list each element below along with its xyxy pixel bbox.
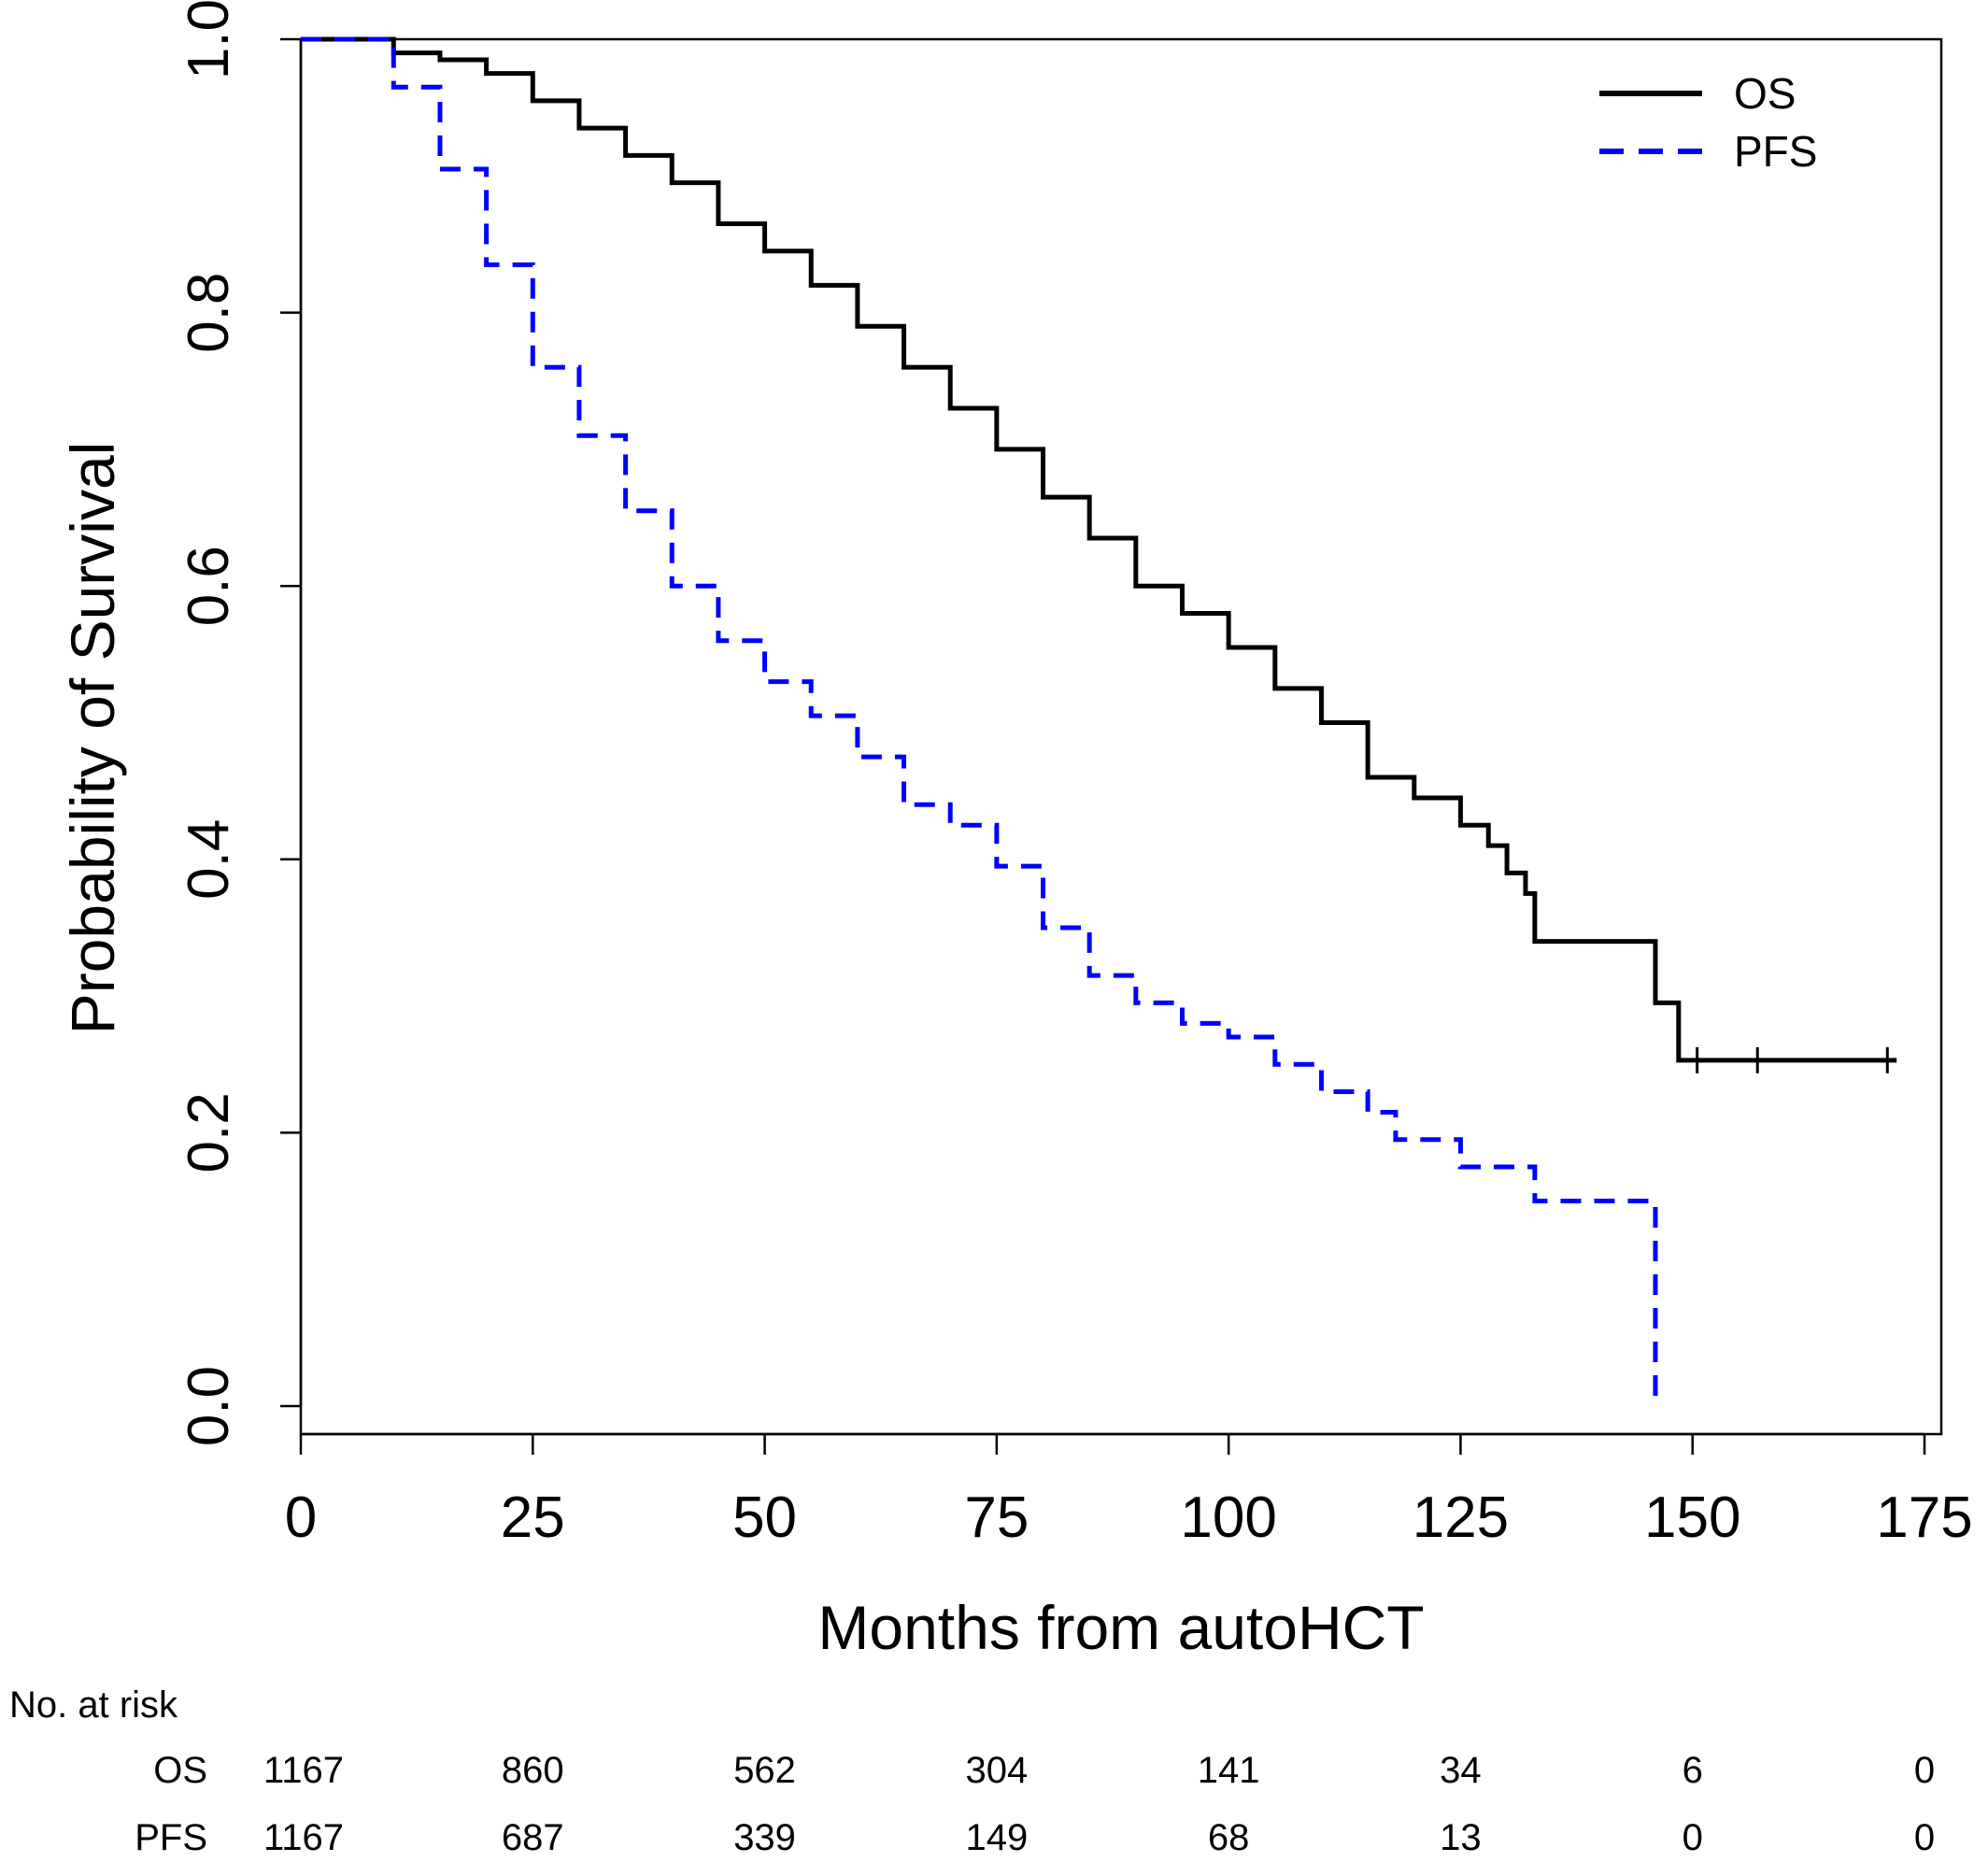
risk-value: 149 xyxy=(965,1817,1028,1858)
x-tick-label: 75 xyxy=(964,1485,1029,1550)
risk-value: 0 xyxy=(1914,1817,1935,1858)
y-tick-label: 1.0 xyxy=(177,0,241,79)
risk-value: 34 xyxy=(1440,1750,1482,1791)
risk-value: 6 xyxy=(1683,1750,1703,1791)
risk-value: 13 xyxy=(1440,1817,1482,1858)
risk-value: 1167 xyxy=(263,1750,344,1791)
x-tick-label: 50 xyxy=(732,1485,797,1550)
x-tick-label: 125 xyxy=(1413,1485,1509,1550)
risk-value: 860 xyxy=(502,1750,564,1791)
y-axis: 0.0 0.2 0.4 0.6 0.8 1.0 xyxy=(177,0,303,1446)
series-layer xyxy=(301,36,1897,1406)
x-tick-label: 175 xyxy=(1876,1485,1972,1550)
y-tick-label: 0.2 xyxy=(177,1092,241,1173)
risk-value: 141 xyxy=(1198,1750,1260,1791)
y-tick-label: 0.8 xyxy=(177,272,241,352)
risk-value: 0 xyxy=(1914,1750,1935,1791)
risk-value: 0 xyxy=(1683,1817,1703,1858)
risk-value: 687 xyxy=(502,1817,564,1858)
risk-value: 304 xyxy=(965,1750,1028,1791)
x-tick-label: 25 xyxy=(501,1485,565,1550)
legend-label-os: OS xyxy=(1734,69,1796,118)
risk-row-label: OS xyxy=(153,1750,207,1791)
risk-value: 1167 xyxy=(263,1817,344,1858)
risk-table: No. at risk OS 1167 860 562 304 141 34 6 0 PFS 116… xyxy=(9,1684,1935,1858)
risk-table-title: No. at risk xyxy=(9,1684,178,1726)
x-tick-label: 100 xyxy=(1180,1485,1276,1550)
risk-value: 68 xyxy=(1208,1817,1250,1858)
risk-row-label: PFS xyxy=(135,1817,207,1858)
x-axis-label: Months from autoHCT xyxy=(817,1593,1424,1662)
series-line-os xyxy=(301,36,1897,1063)
y-tick-label: 0.4 xyxy=(177,819,241,900)
x-tick-label: 0 xyxy=(285,1485,317,1550)
legend: OS PFS xyxy=(1599,69,1817,176)
risk-value: 562 xyxy=(733,1750,796,1791)
x-axis: 0 25 50 75 100 125 150 175 xyxy=(285,1432,1973,1550)
plot-frame xyxy=(299,37,1943,1436)
risk-value: 339 xyxy=(733,1817,796,1858)
legend-label-pfs: PFS xyxy=(1734,127,1817,176)
x-tick-label: 150 xyxy=(1644,1485,1740,1550)
y-axis-label: Probability of Survival xyxy=(58,442,127,1035)
series-line-pfs xyxy=(301,36,1658,1406)
y-tick-label: 0.6 xyxy=(177,546,241,626)
y-tick-label: 0.0 xyxy=(177,1366,241,1446)
